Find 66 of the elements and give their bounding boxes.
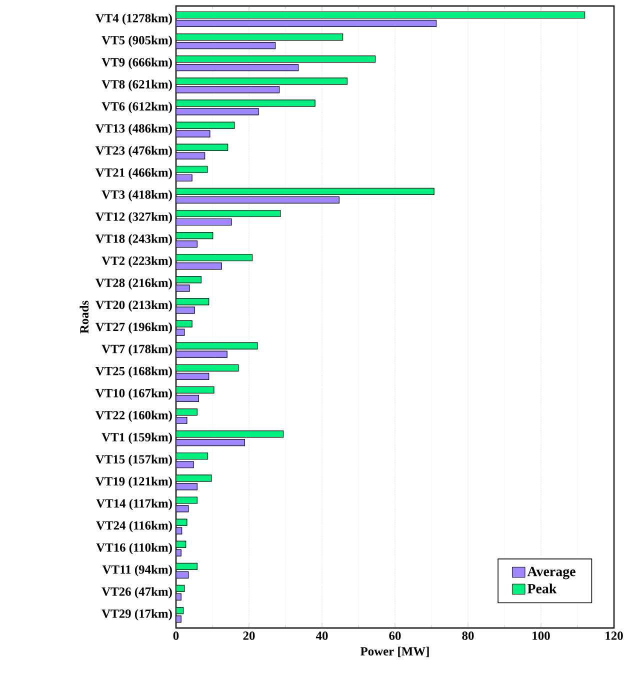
bar	[176, 20, 437, 28]
y-tick-label: VT25 (168km)	[95, 366, 172, 378]
y-tick-label: VT7 (178km)	[102, 344, 172, 356]
y-tick-label: VT11 (94km)	[102, 565, 172, 576]
y-tick-label: VT27 (196km)	[95, 322, 172, 334]
y-tick-label: VT15 (157km)	[95, 454, 172, 466]
bar	[176, 218, 232, 226]
bar	[176, 364, 239, 372]
y-tick-label: VT28 (216km)	[95, 278, 172, 290]
bar	[176, 56, 376, 63]
x-axis-title: Power [MW]	[360, 646, 429, 658]
y-tick-label: VT23 (476km)	[95, 146, 172, 158]
x-tick-label: 120	[606, 632, 623, 640]
x-tick-label: 20	[243, 632, 255, 640]
y-tick-label: VT18 (243km)	[95, 234, 172, 246]
x-tick-label: 60	[389, 632, 401, 640]
y-axis-title: Roads	[80, 300, 89, 334]
y-tick-label: VT19 (121km)	[95, 476, 172, 488]
bar	[176, 232, 214, 240]
y-tick-label: VT20 (213km)	[95, 300, 172, 312]
bar	[176, 372, 210, 380]
bar	[176, 452, 208, 460]
y-tick-label: VT8 (621km)	[102, 80, 172, 92]
bar	[176, 166, 208, 173]
bar	[176, 386, 214, 394]
y-tick-label: VT29 (17km)	[102, 609, 172, 620]
bar	[176, 439, 245, 446]
legend-label: Average	[527, 566, 576, 580]
bar	[176, 430, 284, 438]
y-tick-label: VT9 (666km)	[102, 58, 172, 69]
y-tick-label: VT21 (466km)	[95, 168, 172, 180]
bar	[176, 64, 299, 72]
bar	[176, 144, 228, 151]
bar	[176, 254, 253, 262]
bar	[176, 33, 344, 41]
y-tick-label: VT1 (159km)	[102, 432, 172, 444]
bar	[176, 350, 228, 358]
y-tick-label: VT12 (327km)	[95, 212, 172, 224]
y-tick-label: VT16 (110km)	[96, 542, 172, 554]
bar	[176, 196, 340, 204]
bar	[176, 262, 222, 270]
y-tick-label: VT3 (418km)	[102, 190, 172, 202]
y-tick-label: VT26 (47km)	[102, 587, 172, 598]
y-tick-label: VT2 (223km)	[102, 256, 172, 268]
x-tick-label: 80	[462, 632, 474, 640]
bar	[176, 78, 348, 85]
bar	[176, 42, 276, 50]
bar	[176, 394, 199, 402]
legend-label: Peak	[527, 584, 557, 594]
y-tick-label: VT10 (167km)	[95, 388, 172, 400]
y-tick-label: VT24 (116km)	[96, 520, 172, 532]
y-tick-label: VT14 (117km)	[96, 498, 172, 510]
bar	[176, 11, 586, 19]
y-tick-label: VT6 (612km)	[102, 102, 172, 114]
bar	[176, 276, 202, 284]
bar	[176, 86, 280, 94]
y-tick-label: VT22 (160km)	[95, 410, 172, 422]
bar	[176, 210, 281, 218]
y-tick-label: VT13 (486km)	[95, 124, 172, 136]
x-tick-label: 40	[316, 632, 328, 640]
y-tick-label: VT5 (905km)	[102, 36, 172, 47]
x-tick-label: 100	[532, 632, 550, 640]
bar	[176, 342, 258, 350]
x-tick-label: 0	[173, 632, 179, 640]
bar	[176, 188, 434, 195]
y-tick-label: VT4 (1278km)	[95, 14, 172, 25]
